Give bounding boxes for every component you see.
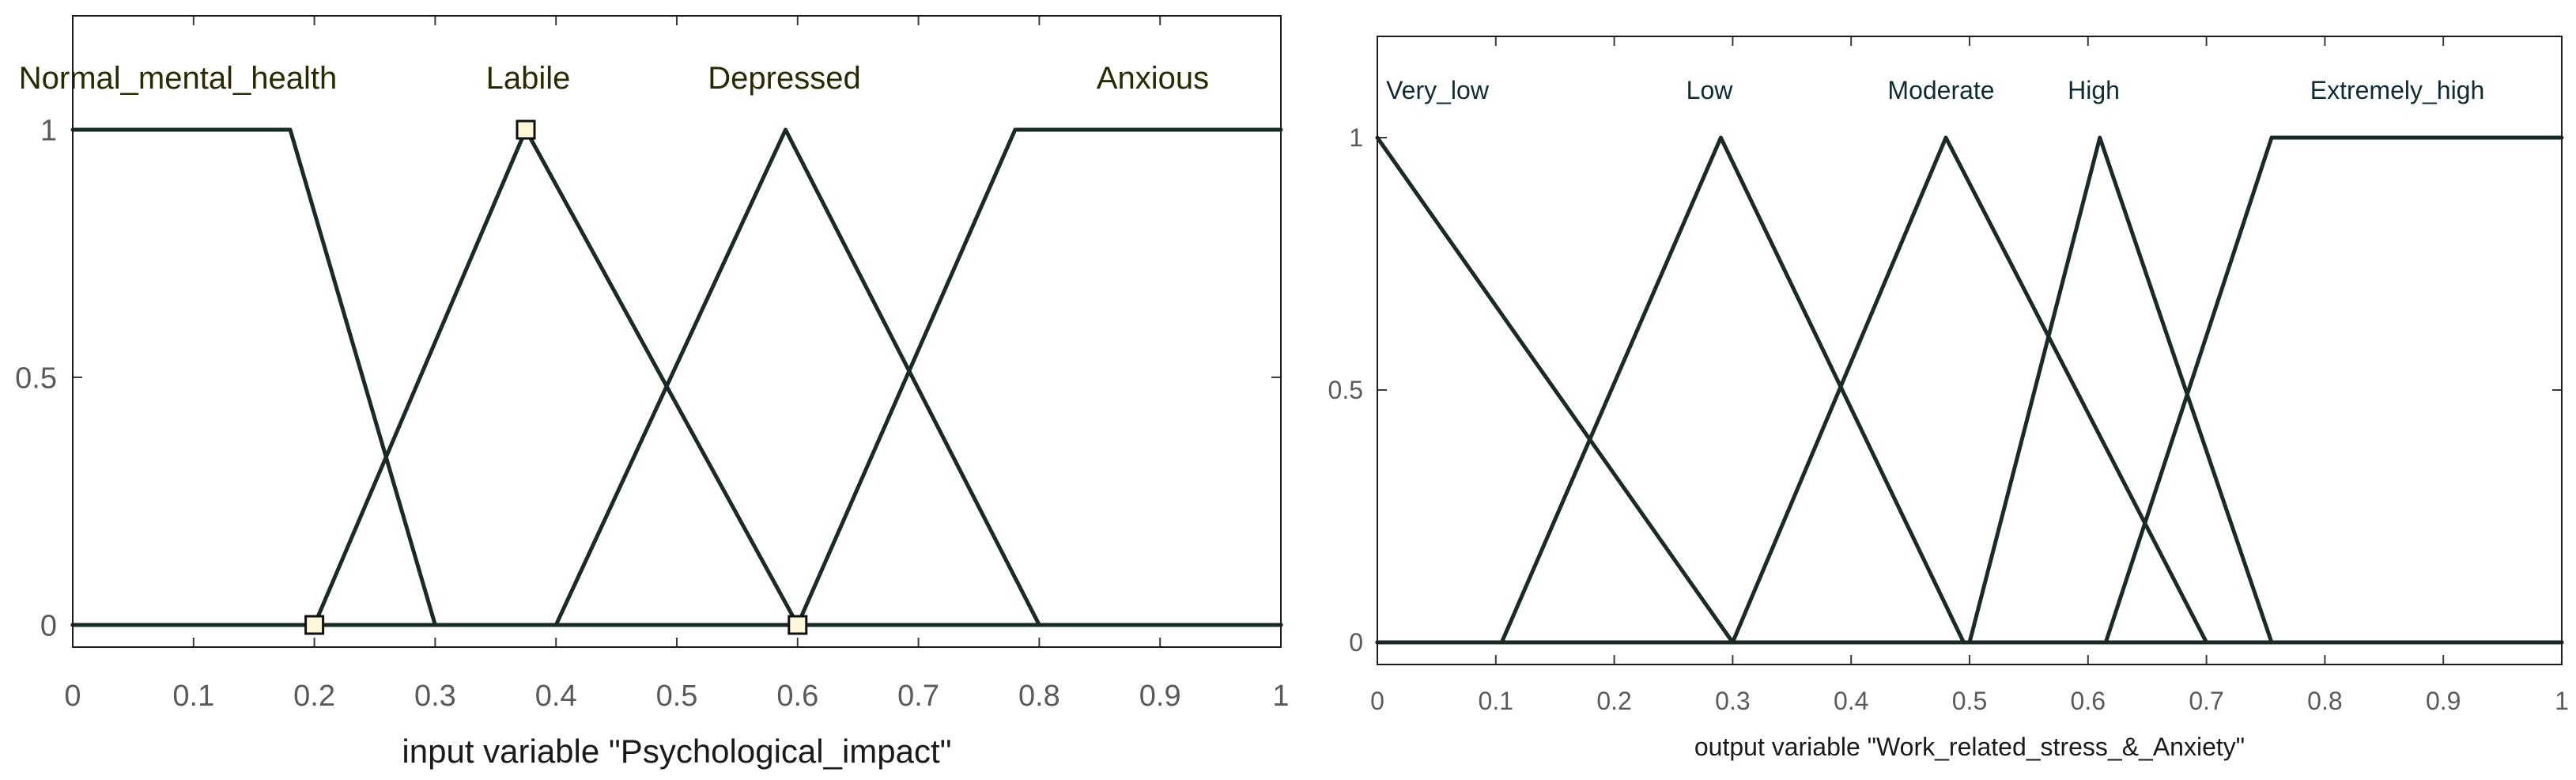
mf-label: Normal_mental_health: [19, 61, 337, 96]
x-tick-label: 0.1: [1479, 687, 1513, 715]
y-tick-label: 0: [1349, 628, 1363, 657]
x-tick-label: 0.8: [1018, 680, 1060, 713]
mf-label: Moderate: [1887, 76, 1994, 104]
vertex-marker: [304, 615, 325, 635]
plot-area: [1377, 36, 2562, 665]
mf-curve-extremely-high: [1375, 135, 2564, 645]
x-tick-label: 0.2: [293, 680, 335, 713]
x-tick-label: 0.4: [1834, 687, 1868, 715]
vertex-marker: [788, 615, 808, 635]
x-tick-label: 0.3: [1715, 687, 1750, 715]
y-tick-label: 1: [1349, 123, 1363, 152]
x-tick-label: 0: [1370, 687, 1384, 715]
y-tick-label: 1: [40, 114, 57, 147]
y-tick-label: 0.5: [15, 362, 57, 395]
x-axis-label: output variable "Work_related_stress_&_A…: [1694, 733, 2245, 761]
plot-frame: [1377, 36, 2563, 665]
x-tick-label: 0.9: [2426, 687, 2461, 715]
mf-label: High: [2068, 76, 2120, 104]
vertex-marker: [516, 119, 536, 140]
mf-label: Very_low: [1386, 76, 1490, 104]
x-tick-label: 0.4: [535, 680, 577, 713]
y-tick-label: 0.5: [1328, 376, 1363, 404]
input-mf-chart: 0 0.1 0.2 0.3 0.4 0.5 0.6 0.7 0.8 0.9 1 0 0.5 1 Normal…: [15, 15, 1290, 770]
mf-label: Low: [1686, 76, 1734, 104]
x-tick-label: 0.7: [2189, 687, 2223, 715]
mf-curve-anxious: [70, 127, 1283, 627]
x-tick-label: 0.3: [414, 680, 456, 713]
plot-frame: [72, 15, 1282, 648]
plot-area: [73, 16, 1281, 647]
x-tick-label: 1: [2555, 687, 2569, 715]
x-tick-label: 0.7: [897, 680, 939, 713]
mf-label: Anxious: [1097, 61, 1209, 96]
x-tick-label: 1: [1272, 680, 1289, 713]
x-tick-label: 0.1: [172, 680, 214, 713]
mf-label: Labile: [486, 61, 571, 96]
y-tick-label: 0: [40, 609, 57, 642]
x-tick-label: 0.5: [1952, 687, 1987, 715]
x-tick-label: 0.6: [776, 680, 818, 713]
x-tick-label: 0.2: [1596, 687, 1631, 715]
x-tick-label: 0.8: [2307, 687, 2342, 715]
x-tick-label: 0.5: [656, 680, 698, 713]
x-axis-label: input variable "Psychological_impact": [402, 733, 951, 770]
x-tick-label: 0: [64, 680, 81, 713]
x-tick-label: 0.6: [2071, 687, 2106, 715]
x-tick-label: 0.9: [1139, 680, 1181, 713]
output-mf-chart: 0 0.1 0.2 0.3 0.4 0.5 0.6 0.7 0.8 0.9 1 0 0.5 1 Very_l…: [1328, 36, 2569, 761]
mf-label: Extremely_high: [2310, 76, 2485, 104]
mf-label: Depressed: [708, 61, 860, 96]
